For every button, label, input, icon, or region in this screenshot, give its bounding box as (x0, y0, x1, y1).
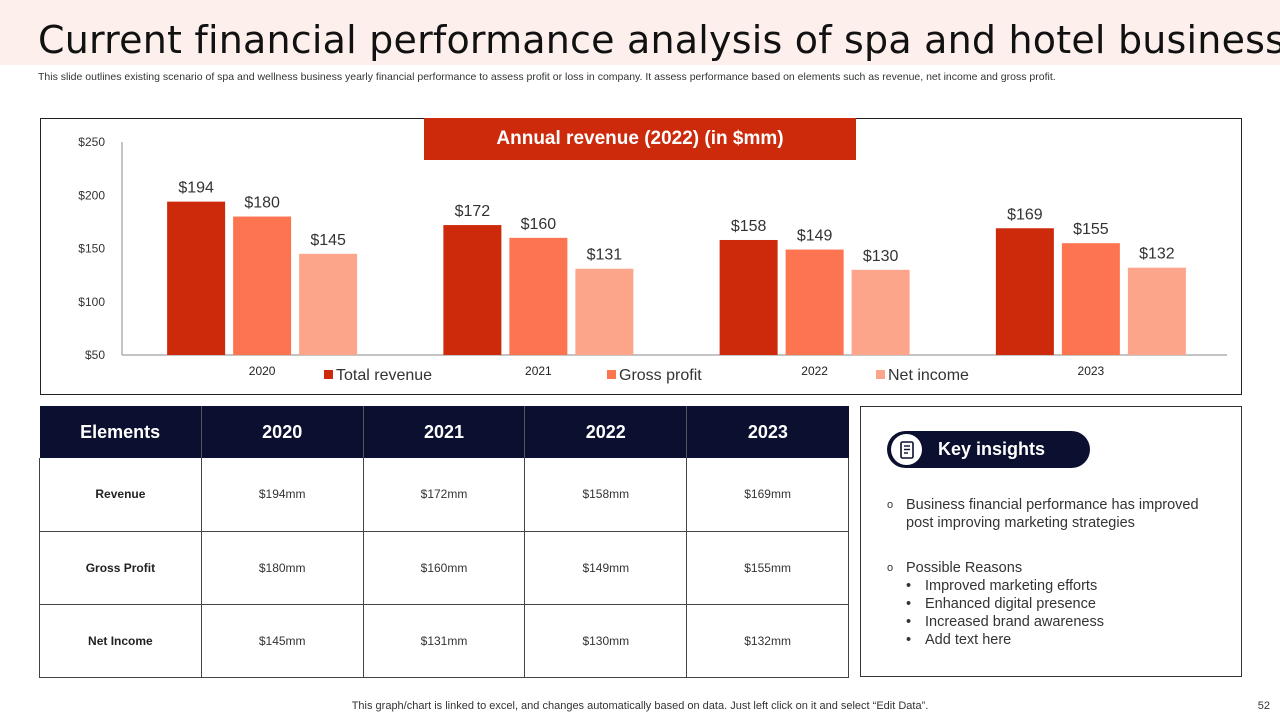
reasons-list: • Improved marketing efforts • Enhanced di… (906, 577, 1216, 649)
bar (785, 249, 844, 355)
data-label: $180 (244, 195, 280, 212)
table-cell: $145mm (201, 604, 364, 678)
legend-label: Gross profit (619, 367, 702, 384)
data-label: $130 (863, 248, 899, 265)
list-item: • Add text here (906, 632, 1012, 648)
table-header-cell: Elements (39, 406, 202, 458)
bar (233, 216, 292, 355)
data-label: $158 (731, 218, 767, 235)
table-row-label: Gross Profit (39, 531, 202, 605)
y-tick-label: $250 (78, 135, 105, 149)
data-label: $131 (587, 247, 623, 264)
table-cell: $158mm (524, 458, 688, 532)
table-header-cell: 2022 (524, 406, 688, 458)
chart-title: Annual revenue (2022) (in $mm) (424, 118, 856, 160)
table-cell: $130mm (524, 604, 688, 678)
footer-note: This graph/chart is linked to excel, and… (351, 700, 929, 712)
bar (719, 239, 778, 355)
data-label: $194 (178, 180, 214, 197)
data-label: $132 (1139, 246, 1175, 263)
table-cell: $132mm (686, 604, 849, 678)
page-subtitle: This slide outlines existing scenario of… (38, 71, 1056, 83)
data-label: $172 (455, 203, 491, 220)
circle-bullet: o (887, 499, 894, 511)
table-row: Revenue $194mm $172mm $158mm $169mm (39, 458, 849, 532)
table-cell: $169mm (686, 458, 849, 532)
data-label: $160 (521, 216, 557, 233)
table-header-cell: 2020 (201, 406, 364, 458)
page-title: Current financial performance analysis o… (38, 18, 1280, 62)
data-table: Elements 2020 2021 2022 2023 Revenue $19… (39, 406, 849, 678)
list-item: • Improved marketing efforts (906, 578, 1098, 594)
bar-chart[interactable]: $50 $100 $150 $200 $250 $194 $180 $145 2020 $172 $… (41, 119, 1243, 396)
table-row: Net Income $145mm $131mm $130mm $132mm (39, 604, 849, 678)
legend-label: Total revenue (336, 367, 432, 384)
bar (1061, 243, 1120, 355)
bar (851, 269, 910, 355)
legend-swatch (324, 370, 333, 379)
legend-label: Net income (888, 367, 969, 384)
circle-bullet: o (887, 562, 894, 574)
table-cell: $155mm (686, 531, 849, 605)
bar (1127, 267, 1186, 355)
bar (995, 228, 1054, 355)
insight-point: o Business financial performance has impr… (887, 497, 1199, 531)
table-cell: $131mm (363, 604, 526, 678)
key-insights-title: Key insights (938, 439, 1046, 459)
data-label: $149 (797, 228, 833, 245)
table-cell: $194mm (201, 458, 364, 532)
bar (443, 225, 502, 355)
table-row-label: Revenue (39, 458, 202, 532)
x-tick-label: 2020 (249, 364, 276, 378)
x-tick-label: 2023 (1078, 364, 1105, 378)
table-row-label: Net Income (39, 604, 202, 678)
legend-swatch (876, 370, 885, 379)
table-header-cell: 2021 (363, 406, 526, 458)
page-number: 52 (1257, 700, 1270, 712)
y-tick-label: $50 (85, 348, 105, 362)
table-cell: $160mm (363, 531, 526, 605)
insight-point: o Possible Reasons • Improved marketing ef… (887, 559, 1216, 649)
table-cell: $172mm (363, 458, 526, 532)
list-item: • Increased brand awareness (906, 614, 1104, 630)
table-header-cell: 2023 (686, 406, 849, 458)
chart-container[interactable]: $50 $100 $150 $200 $250 $194 $180 $145 2020 $172 $… (40, 118, 1242, 395)
list-item: • Enhanced digital presence (906, 596, 1096, 612)
bar (575, 268, 634, 355)
legend-swatch (607, 370, 616, 379)
document-list-icon (891, 434, 922, 465)
bar (299, 253, 358, 355)
data-label: $145 (310, 232, 346, 249)
x-tick-label: 2021 (525, 364, 552, 378)
y-tick-label: $150 (78, 242, 105, 256)
key-insights-header: Key insights (887, 431, 1090, 468)
bar (167, 201, 226, 355)
x-tick-label: 2022 (801, 364, 828, 378)
y-tick-label: $100 (78, 295, 105, 309)
key-insights-panel: Key insights o Business financial perform… (860, 406, 1242, 677)
data-label: $169 (1007, 206, 1043, 223)
bar (509, 237, 568, 355)
y-tick-label: $200 (78, 188, 105, 202)
table-cell: $149mm (524, 531, 688, 605)
table-row: Gross Profit $180mm $160mm $149mm $155mm (39, 531, 849, 605)
header-band (0, 0, 1280, 65)
data-label: $155 (1073, 221, 1109, 238)
table-header-row: Elements 2020 2021 2022 2023 (39, 406, 849, 458)
table-cell: $180mm (201, 531, 364, 605)
